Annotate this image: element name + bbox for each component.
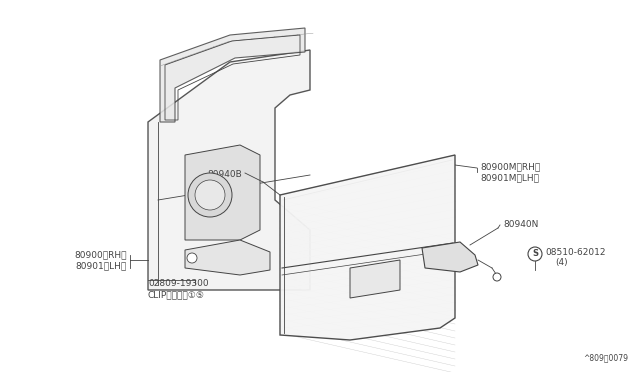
- Circle shape: [188, 173, 232, 217]
- Polygon shape: [280, 155, 455, 340]
- Circle shape: [528, 247, 542, 261]
- Polygon shape: [185, 240, 270, 275]
- Polygon shape: [185, 145, 260, 240]
- Text: CLIPクリップ①⑤: CLIPクリップ①⑤: [148, 291, 205, 299]
- Polygon shape: [422, 242, 478, 272]
- Circle shape: [493, 273, 501, 281]
- Text: 80900M（RH）: 80900M（RH）: [480, 163, 540, 171]
- Polygon shape: [350, 260, 400, 298]
- Text: 80940N: 80940N: [503, 219, 538, 228]
- Circle shape: [195, 180, 225, 210]
- Text: 80940B: 80940B: [207, 170, 242, 179]
- Polygon shape: [148, 50, 310, 290]
- Text: 80901M（LH）: 80901M（LH）: [480, 173, 539, 183]
- Circle shape: [187, 253, 197, 263]
- Text: ^809：0079: ^809：0079: [583, 353, 628, 362]
- Text: 80901（LH）: 80901（LH）: [76, 262, 127, 270]
- Text: (4): (4): [555, 259, 568, 267]
- Text: S: S: [532, 250, 538, 259]
- Polygon shape: [160, 28, 305, 122]
- Text: 80900（RH）: 80900（RH）: [74, 250, 127, 260]
- Text: 08510-62012: 08510-62012: [545, 247, 605, 257]
- Text: 02809-19300: 02809-19300: [148, 279, 209, 289]
